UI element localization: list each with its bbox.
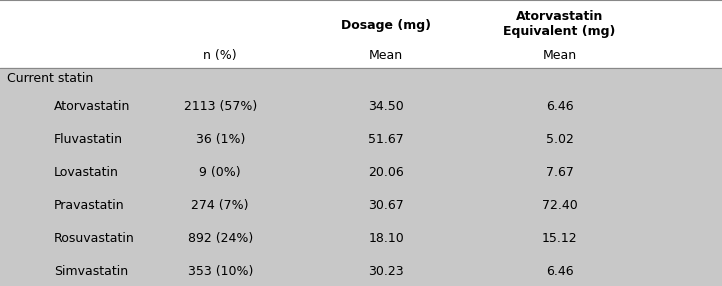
Text: 6.46: 6.46 <box>546 100 573 113</box>
Text: 15.12: 15.12 <box>542 232 578 245</box>
Text: 34.50: 34.50 <box>368 100 404 113</box>
Text: 18.10: 18.10 <box>368 232 404 245</box>
Text: 20.06: 20.06 <box>368 166 404 179</box>
Text: 353 (10%): 353 (10%) <box>188 265 253 278</box>
Text: Rosuvastatin: Rosuvastatin <box>54 232 135 245</box>
Text: 30.67: 30.67 <box>368 199 404 212</box>
Text: Fluvastatin: Fluvastatin <box>54 133 123 146</box>
Text: Atorvastatin: Atorvastatin <box>54 100 131 113</box>
Text: 274 (7%): 274 (7%) <box>191 199 249 212</box>
Text: Simvastatin: Simvastatin <box>54 265 129 278</box>
Text: n (%): n (%) <box>204 49 237 62</box>
Text: 892 (24%): 892 (24%) <box>188 232 253 245</box>
Text: Lovastatin: Lovastatin <box>54 166 119 179</box>
Text: 72.40: 72.40 <box>542 199 578 212</box>
Text: Mean: Mean <box>542 49 577 62</box>
Text: Dosage (mg): Dosage (mg) <box>342 19 431 33</box>
Text: 7.67: 7.67 <box>546 166 573 179</box>
Text: 36 (1%): 36 (1%) <box>196 133 245 146</box>
Text: 2113 (57%): 2113 (57%) <box>183 100 257 113</box>
Text: Pravastatin: Pravastatin <box>54 199 125 212</box>
Text: Mean: Mean <box>369 49 404 62</box>
Text: 51.67: 51.67 <box>368 133 404 146</box>
Bar <box>0 0 722 68</box>
Text: Current statin: Current statin <box>7 72 93 86</box>
Text: 6.46: 6.46 <box>546 265 573 278</box>
Bar <box>0 68 722 286</box>
Text: Atorvastatin
Equivalent (mg): Atorvastatin Equivalent (mg) <box>503 9 616 39</box>
Text: 5.02: 5.02 <box>546 133 573 146</box>
Text: 30.23: 30.23 <box>368 265 404 278</box>
Text: 9 (0%): 9 (0%) <box>199 166 241 179</box>
